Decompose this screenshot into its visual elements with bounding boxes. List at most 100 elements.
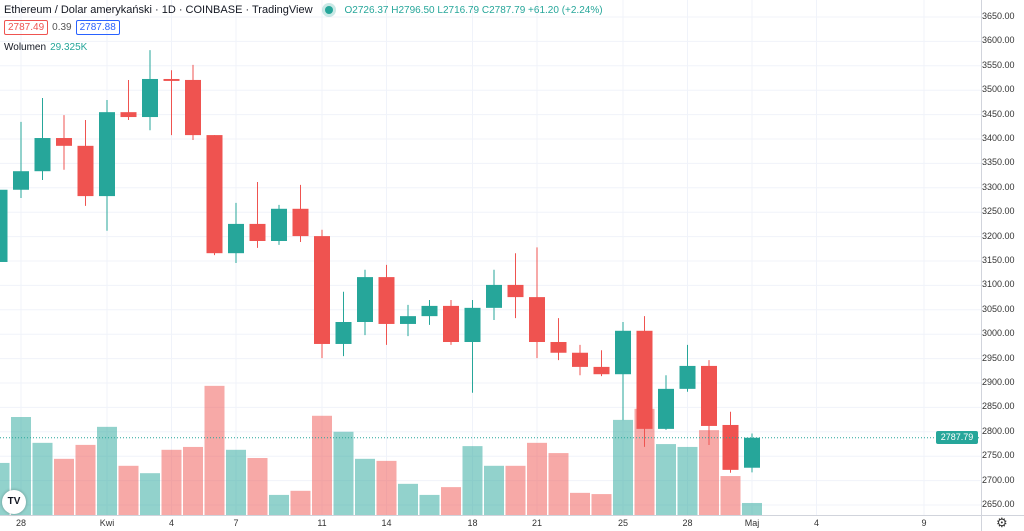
price-tick-label: 2650.00: [982, 499, 1015, 509]
price-tick-label: 3500.00: [982, 84, 1015, 95]
volume-bar: [247, 458, 268, 515]
candle-body: [271, 208, 287, 241]
volume-bar: [441, 487, 461, 515]
volume-bar: [54, 458, 74, 515]
volume-bar: [613, 419, 633, 515]
candle-body: [722, 424, 739, 470]
volume-bar: [97, 426, 117, 515]
price-tick-label: 3650.00: [982, 11, 1015, 21]
time-tick-label: Maj: [744, 518, 760, 528]
candle-body: [249, 223, 266, 241]
market-status-icon: [324, 6, 333, 14]
volume-bar: [183, 446, 203, 515]
candle-body: [77, 145, 94, 197]
volume-bar: [419, 494, 440, 515]
price-tick-label: 3600.00: [982, 35, 1015, 46]
volume-bar: [0, 462, 10, 515]
tradingview-logo[interactable]: TV: [2, 490, 26, 514]
time-tick-label: 11: [317, 518, 327, 528]
volume-label: Wolumen: [4, 42, 47, 53]
volume-bar: [140, 473, 160, 515]
buy-button[interactable]: 2787.88: [75, 20, 120, 35]
candle-body: [443, 305, 459, 343]
candle-body: [658, 388, 674, 429]
volume-bar: [161, 449, 182, 515]
price-tick-label: 3050.00: [982, 303, 1015, 314]
ohlc-values: O2726.37 H2796.50 L2716.79 C2787.79 +61.…: [345, 5, 603, 16]
chart-header: Ethereum / Dolar amerykański · 1D · COIN…: [4, 4, 603, 16]
volume-bar: [742, 502, 762, 515]
quote-row: 2787.49 0.39 2787.88: [4, 20, 120, 35]
volume-bar: [75, 444, 96, 515]
volume-bar: [591, 494, 612, 515]
candle-body: [34, 138, 51, 172]
volume-legend: Wolumen 29.325K: [4, 42, 87, 53]
volume-bar: [677, 446, 698, 515]
volume-value: 29.325K: [50, 42, 88, 53]
price-tick-label: 3350.00: [982, 157, 1015, 168]
time-tick-label: 18: [467, 518, 478, 528]
close-value: C2787.79: [481, 4, 526, 16]
volume-bar: [226, 449, 246, 515]
price-tick-label: 3000.00: [982, 328, 1015, 339]
volume-bar: [699, 430, 719, 515]
volume-bar: [634, 408, 655, 515]
volume-bar: [355, 458, 375, 515]
volume-bar: [333, 431, 354, 515]
candle-body: [13, 171, 29, 190]
time-tick-label: 21: [531, 518, 543, 528]
time-tick-label: 14: [381, 518, 392, 528]
candle-body: [679, 365, 696, 389]
candle-body: [400, 316, 416, 324]
volume-bar: [462, 446, 483, 515]
price-tick-label: 2850.00: [982, 401, 1015, 412]
time-tick-label: Kwi: [99, 518, 115, 528]
price-tick-label: 2950.00: [982, 352, 1015, 363]
price-tick-label: 3100.00: [982, 279, 1015, 290]
volume-bar: [570, 492, 590, 515]
spread-value: 0.39: [52, 22, 72, 33]
candle-body: [314, 236, 330, 344]
sell-button[interactable]: 2787.49: [4, 20, 49, 35]
candle-body: [529, 297, 545, 343]
candle-body: [206, 135, 223, 254]
candle-body: [185, 79, 201, 136]
volume-bar: [118, 465, 139, 515]
candle-body: [550, 342, 567, 353]
candle-body: [636, 330, 653, 429]
price-tick-label: 3550.00: [982, 59, 1015, 70]
price-tick-label: 3450.00: [982, 108, 1015, 119]
volume-bar: [505, 465, 526, 515]
time-tick-label: 25: [617, 518, 629, 528]
volume-bar: [720, 476, 741, 515]
price-tick-label: 3250.00: [982, 206, 1015, 217]
volume-bar: [32, 442, 53, 515]
price-tick-label: 2700.00: [982, 474, 1015, 485]
open-value: O2726.37: [344, 4, 389, 16]
price-tick-label: 3200.00: [982, 230, 1015, 241]
volume-bar: [204, 385, 225, 515]
time-tick-label: 28: [682, 518, 693, 528]
time-tick-label: 4: [168, 518, 175, 528]
volume-bar: [548, 453, 569, 515]
time-tick-label: 28: [15, 518, 27, 528]
volume-bar: [484, 465, 504, 515]
volume-bar: [656, 444, 676, 515]
candle-body: [378, 277, 395, 324]
settings-gear-icon[interactable]: ⚙: [996, 515, 1008, 530]
candle-body: [486, 284, 502, 308]
candle-body: [421, 305, 438, 317]
candle-body: [0, 189, 8, 262]
price-tick-label: 2750.00: [982, 450, 1015, 461]
candle-body: [357, 277, 373, 322]
candle-body: [615, 330, 631, 375]
change-value: +61.20 (+2.24%): [528, 4, 603, 16]
time-tick-label: 9: [921, 518, 927, 528]
candle-body: [228, 223, 244, 254]
symbol-title[interactable]: Ethereum / Dolar amerykański · 1D · COIN…: [4, 4, 313, 16]
volume-bar: [527, 442, 547, 515]
volume-bar: [290, 490, 311, 515]
candle-body: [464, 307, 481, 343]
time-tick-label: 4: [813, 518, 820, 528]
